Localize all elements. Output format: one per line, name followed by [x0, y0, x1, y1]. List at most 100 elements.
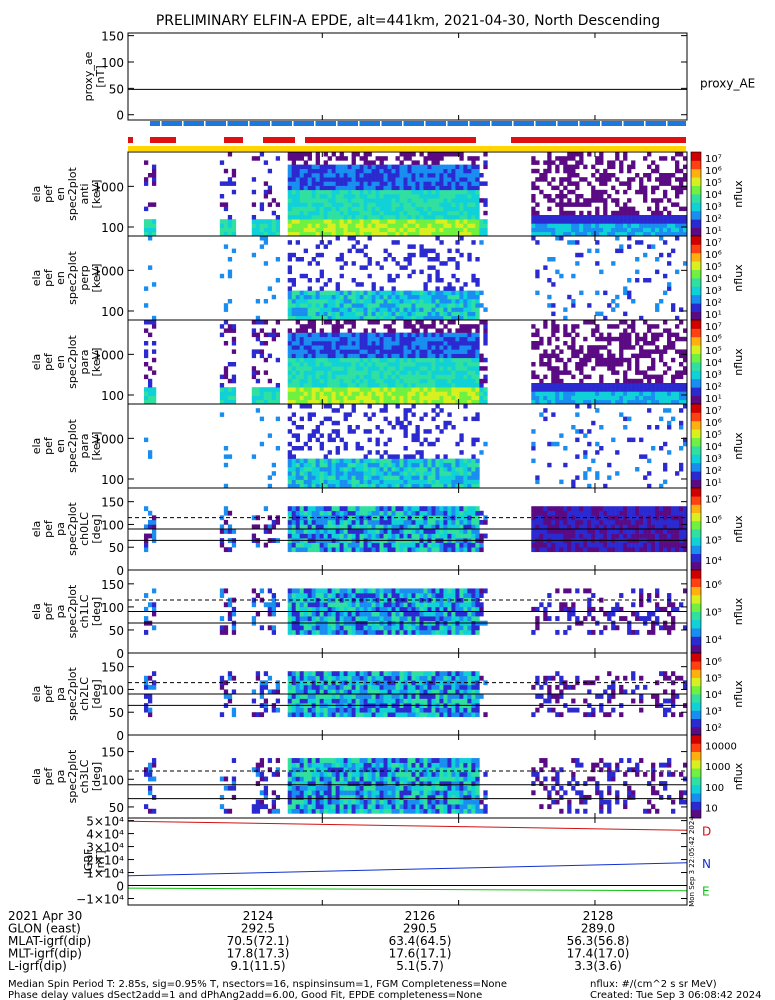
spectrogram-cell: [455, 467, 460, 472]
spectrogram-cell: [331, 341, 336, 346]
spectrogram-cell: [291, 420, 296, 426]
spectrogram-cell: [355, 341, 360, 346]
spectrogram-cell: [459, 387, 464, 392]
spectrogram-cell: [319, 269, 324, 275]
colorbar-segment: [691, 236, 701, 245]
spectrogram-cell: [383, 370, 388, 375]
colorbar-segment: [691, 185, 701, 195]
spectrogram-cell: [315, 244, 320, 249]
spectrogram-cell: [599, 177, 604, 182]
spectrogram-cell: [307, 261, 312, 266]
spectrogram-cell: [375, 332, 380, 338]
spectrogram-cell: [479, 357, 484, 363]
spectrogram-cell: [339, 391, 344, 396]
spectrogram-cell: [667, 210, 672, 216]
spectrogram-cell: [371, 458, 376, 464]
spectrogram-cell: [619, 227, 624, 233]
spectrogram-cell: [331, 198, 336, 203]
spectrogram-cell: [579, 349, 584, 354]
spectrogram-cell: [463, 471, 468, 476]
spectrogram-cell: [331, 506, 336, 512]
spectrogram-cell: [431, 416, 436, 422]
spectrogram-cell: [535, 168, 540, 174]
spectrogram-cell: [371, 370, 376, 375]
spectrogram-cell: [335, 311, 340, 317]
spectrogram-cell: [547, 231, 552, 237]
spectrogram-cell: [311, 533, 316, 539]
spectrogram-cell: [379, 181, 384, 186]
spectrogram-cell: [415, 303, 420, 308]
spectrogram-cell: [607, 231, 612, 237]
spectrogram-cell: [327, 416, 332, 422]
spectrogram-cell: [327, 320, 332, 325]
spectrogram-cell: [419, 458, 424, 464]
spectrogram-cell: [371, 412, 376, 417]
spectrogram-cell: [347, 315, 352, 321]
spectrogram-cell: [227, 257, 233, 262]
spectrogram-cell: [619, 223, 624, 228]
spectrogram-cell: [655, 425, 660, 430]
spectrogram-cell: [307, 210, 312, 216]
spectrogram-cell: [295, 383, 300, 388]
spectrogram-cell: [339, 353, 344, 359]
spectrogram-cell: [563, 194, 568, 199]
spectrogram-cell: [331, 215, 336, 220]
spectrogram-cell: [323, 533, 328, 539]
spectrogram-cell: [387, 462, 392, 468]
spectrogram-cell: [227, 299, 233, 304]
spectrogram-cell: [223, 370, 229, 375]
spectrogram-cell: [459, 519, 464, 525]
spectrogram-cell: [459, 311, 464, 317]
spectrogram-cell: [407, 524, 412, 530]
spectrogram-cell: [367, 341, 372, 346]
spectrogram-cell: [559, 210, 564, 216]
spectrogram-cell: [475, 341, 480, 346]
spectrogram-cell: [319, 479, 324, 485]
spectrogram-cell: [619, 387, 624, 392]
spectrogram-cell: [599, 223, 604, 228]
spectrogram-cell: [531, 429, 536, 434]
spectrogram-cell: [151, 533, 157, 539]
spectrogram-cell: [311, 462, 316, 468]
spectrogram-cell: [383, 210, 388, 216]
spectrogram-cell: [319, 273, 324, 279]
spectrogram-cell: [423, 412, 428, 417]
spectrogram-cell: [347, 395, 352, 401]
spectrogram-cell: [671, 383, 676, 388]
spectrogram-cell: [603, 219, 608, 224]
spectrogram-cell: [315, 168, 320, 174]
spectrogram-cell: [643, 215, 648, 220]
spectrogram-cell: [543, 395, 548, 401]
spectrogram-cell: [403, 189, 408, 195]
spectrogram-cell: [399, 219, 404, 224]
spectrogram-cell: [375, 202, 380, 207]
spectrogram-cell: [443, 349, 448, 354]
spectrogram-cell: [407, 362, 412, 367]
spectrogram-cell: [351, 399, 356, 405]
spectrogram-cell: [323, 185, 328, 191]
spectrogram-cell: [335, 194, 340, 199]
spectrogram-cell: [567, 395, 572, 401]
spectrogram-cell: [463, 362, 468, 367]
spectrogram-cell: [383, 506, 388, 512]
spectrogram-cell: [355, 248, 360, 254]
spectrogram-cell: [395, 231, 400, 237]
spectrogram-cell: [287, 467, 292, 472]
spectrogram-cell: [315, 181, 320, 186]
spectrogram-cell: [359, 177, 364, 182]
spectrogram-cell: [395, 315, 400, 321]
spectrogram-cell: [475, 173, 480, 178]
spectrogram-cell: [547, 366, 552, 371]
spectrogram-cell: [371, 383, 376, 388]
spectrogram-cell: [463, 189, 468, 195]
spectrogram-cell: [299, 202, 304, 207]
spectrogram-cell: [391, 320, 396, 325]
spectrogram-cell: [431, 366, 436, 371]
spectrogram-cell: [575, 152, 580, 157]
spectrogram-cell: [323, 206, 328, 212]
spectrogram-cell: [427, 341, 432, 346]
colorbar-tick-label: 10³: [705, 454, 722, 465]
spectrogram-cell: [331, 206, 336, 212]
spectrogram-cell: [595, 328, 600, 333]
spectrogram-cell: [655, 177, 660, 182]
